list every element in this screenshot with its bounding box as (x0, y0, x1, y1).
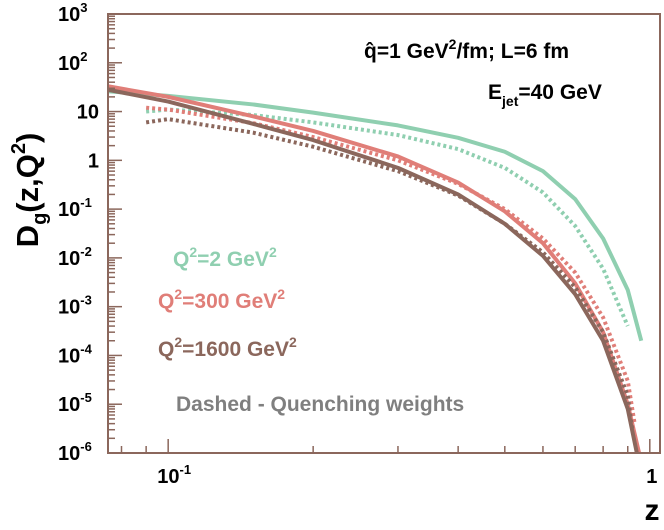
dashed-note: Dashed - Quenching weights (176, 393, 464, 416)
y-axis-title-main: D (10, 225, 45, 247)
y-tick-label: 10-5 (58, 390, 92, 416)
ejet-main: E (488, 81, 502, 104)
legend-2-middle: =1600 GeV (182, 338, 289, 361)
series-line-0 (107, 89, 644, 342)
y-tick-label: 10-3 (58, 293, 92, 319)
ejet-annotation: Ejet=40 GeV (488, 81, 602, 109)
y-tick-label: 102 (58, 49, 87, 75)
x-tick-label: 10-1 (157, 462, 191, 488)
y-tick-label: 103 (58, 0, 87, 26)
curves-layer (107, 84, 644, 454)
legend-0-prefix: Q (173, 248, 189, 271)
legend-1-prefix: Q (158, 290, 174, 313)
y-axis-title-end: ) (10, 133, 45, 143)
legend-2-sup1: 2 (174, 334, 182, 350)
legend-entry-q2-2: Q2=2 GeV2 (173, 244, 277, 271)
ticks-layer (108, 13, 651, 454)
y-tick-label: 10 (77, 102, 99, 124)
qhat-prefix: q̂=1 GeV (364, 40, 449, 63)
series-line-3 (145, 105, 637, 424)
legend-entry-q2-300: Q2=300 GeV2 (158, 286, 285, 313)
legend-0-middle: =2 GeV (197, 248, 269, 271)
legend-entry-q2-1600: Q2=1600 GeV2 (158, 334, 297, 361)
y-tick-label: 10-1 (58, 195, 92, 221)
legend-0-sup2: 2 (269, 244, 277, 260)
qhat-annotation: q̂=1 GeV2/fm; L=6 fm (364, 36, 569, 63)
plot-frame (107, 13, 661, 454)
ejet-suffix: =40 GeV (518, 81, 601, 104)
qhat-suffix: /fm; L=6 fm (456, 40, 569, 63)
series-line-1 (145, 107, 630, 327)
y-axis-title: Dg(z,Q2) (8, 133, 51, 248)
y-tick-label: 10-6 (58, 439, 92, 465)
y-axis-title-sup: 2 (8, 143, 30, 154)
y-axis-title-sub: g (29, 213, 51, 225)
y-tick-label: 10-2 (58, 244, 92, 270)
legend-2-sup2: 2 (289, 334, 297, 350)
x-axis-title: z (645, 494, 660, 527)
legend-2-prefix: Q (158, 338, 174, 361)
y-tick-label: 1 (88, 150, 99, 172)
legend-0-sup1: 2 (189, 244, 197, 260)
qhat-sup: 2 (449, 36, 457, 52)
x-tick-label: 1 (646, 466, 657, 488)
y-tick-label: 10-4 (58, 341, 93, 367)
y-axis-title-mid: (z,Q (10, 154, 45, 213)
legend-1-middle: =300 GeV (182, 290, 277, 313)
legend-1-sup1: 2 (174, 286, 182, 302)
ejet-sub: jet (501, 93, 519, 109)
legend-1-sup2: 2 (277, 286, 285, 302)
series-line-5 (145, 117, 635, 430)
